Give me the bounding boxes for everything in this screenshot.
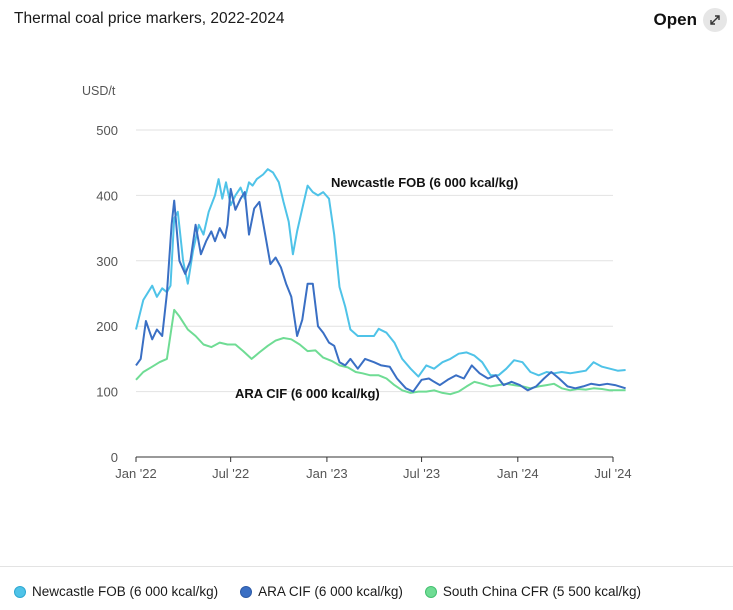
- series-line-ara[interactable]: [135, 187, 626, 393]
- series-line-south[interactable]: [135, 308, 626, 396]
- legend-divider: [0, 566, 733, 567]
- legend-item-newcastle[interactable]: Newcastle FOB (6 000 kcal/kg): [14, 584, 218, 599]
- legend-item-south-china[interactable]: South China CFR (5 500 kcal/kg): [424, 584, 641, 599]
- chart-title: Thermal coal price markers, 2022-2024: [14, 10, 285, 27]
- legend-label: South China CFR (5 500 kcal/kg): [442, 584, 641, 599]
- annotation-ara: ARA CIF (6 000 kcal/kg): [235, 386, 380, 401]
- expand-arrows-icon[interactable]: [703, 8, 727, 32]
- annotation-newcastle: Newcastle FOB (6 000 kcal/kg): [331, 175, 518, 190]
- legend-label: Newcastle FOB (6 000 kcal/kg): [32, 584, 219, 599]
- x-tick-label: Jan '23: [306, 466, 348, 481]
- open-button[interactable]: Open: [654, 8, 727, 32]
- series-lines: [135, 168, 626, 396]
- legend-dot: [424, 585, 437, 598]
- series-line-newcastle[interactable]: [135, 168, 626, 378]
- y-tick-label: 0: [111, 450, 118, 465]
- legend-dot: [240, 585, 253, 598]
- x-tick-label: Jul '24: [594, 466, 631, 481]
- x-tick-label: Jan '24: [497, 466, 539, 481]
- y-tick-label: 400: [96, 188, 118, 203]
- legend-item-ara[interactable]: ARA CIF (6 000 kcal/kg): [240, 584, 403, 599]
- y-tick-label: 200: [96, 319, 118, 334]
- y-axis-unit: USD/t: [82, 84, 116, 98]
- x-tick-label: Jul '22: [212, 466, 249, 481]
- legend: Newcastle FOB (6 000 kcal/kg) ARA CIF (6…: [14, 584, 641, 599]
- y-tick-label: 500: [96, 123, 118, 138]
- open-label: Open: [653, 10, 697, 29]
- x-axis-ticks: Jan '22 Jul '22 Jan '23 Jul '23 Jan '24 Jul '…: [115, 457, 632, 481]
- legend-dot: [14, 585, 26, 598]
- y-tick-label: 100: [96, 385, 118, 400]
- y-tick-label: 300: [96, 254, 118, 269]
- legend-label: ARA CIF (6 000 kcal/kg): [258, 584, 403, 599]
- y-axis-ticks: 0 100 200 300 400 500: [96, 123, 118, 465]
- x-tick-label: Jul '23: [403, 466, 440, 481]
- x-tick-label: Jan '22: [115, 466, 157, 481]
